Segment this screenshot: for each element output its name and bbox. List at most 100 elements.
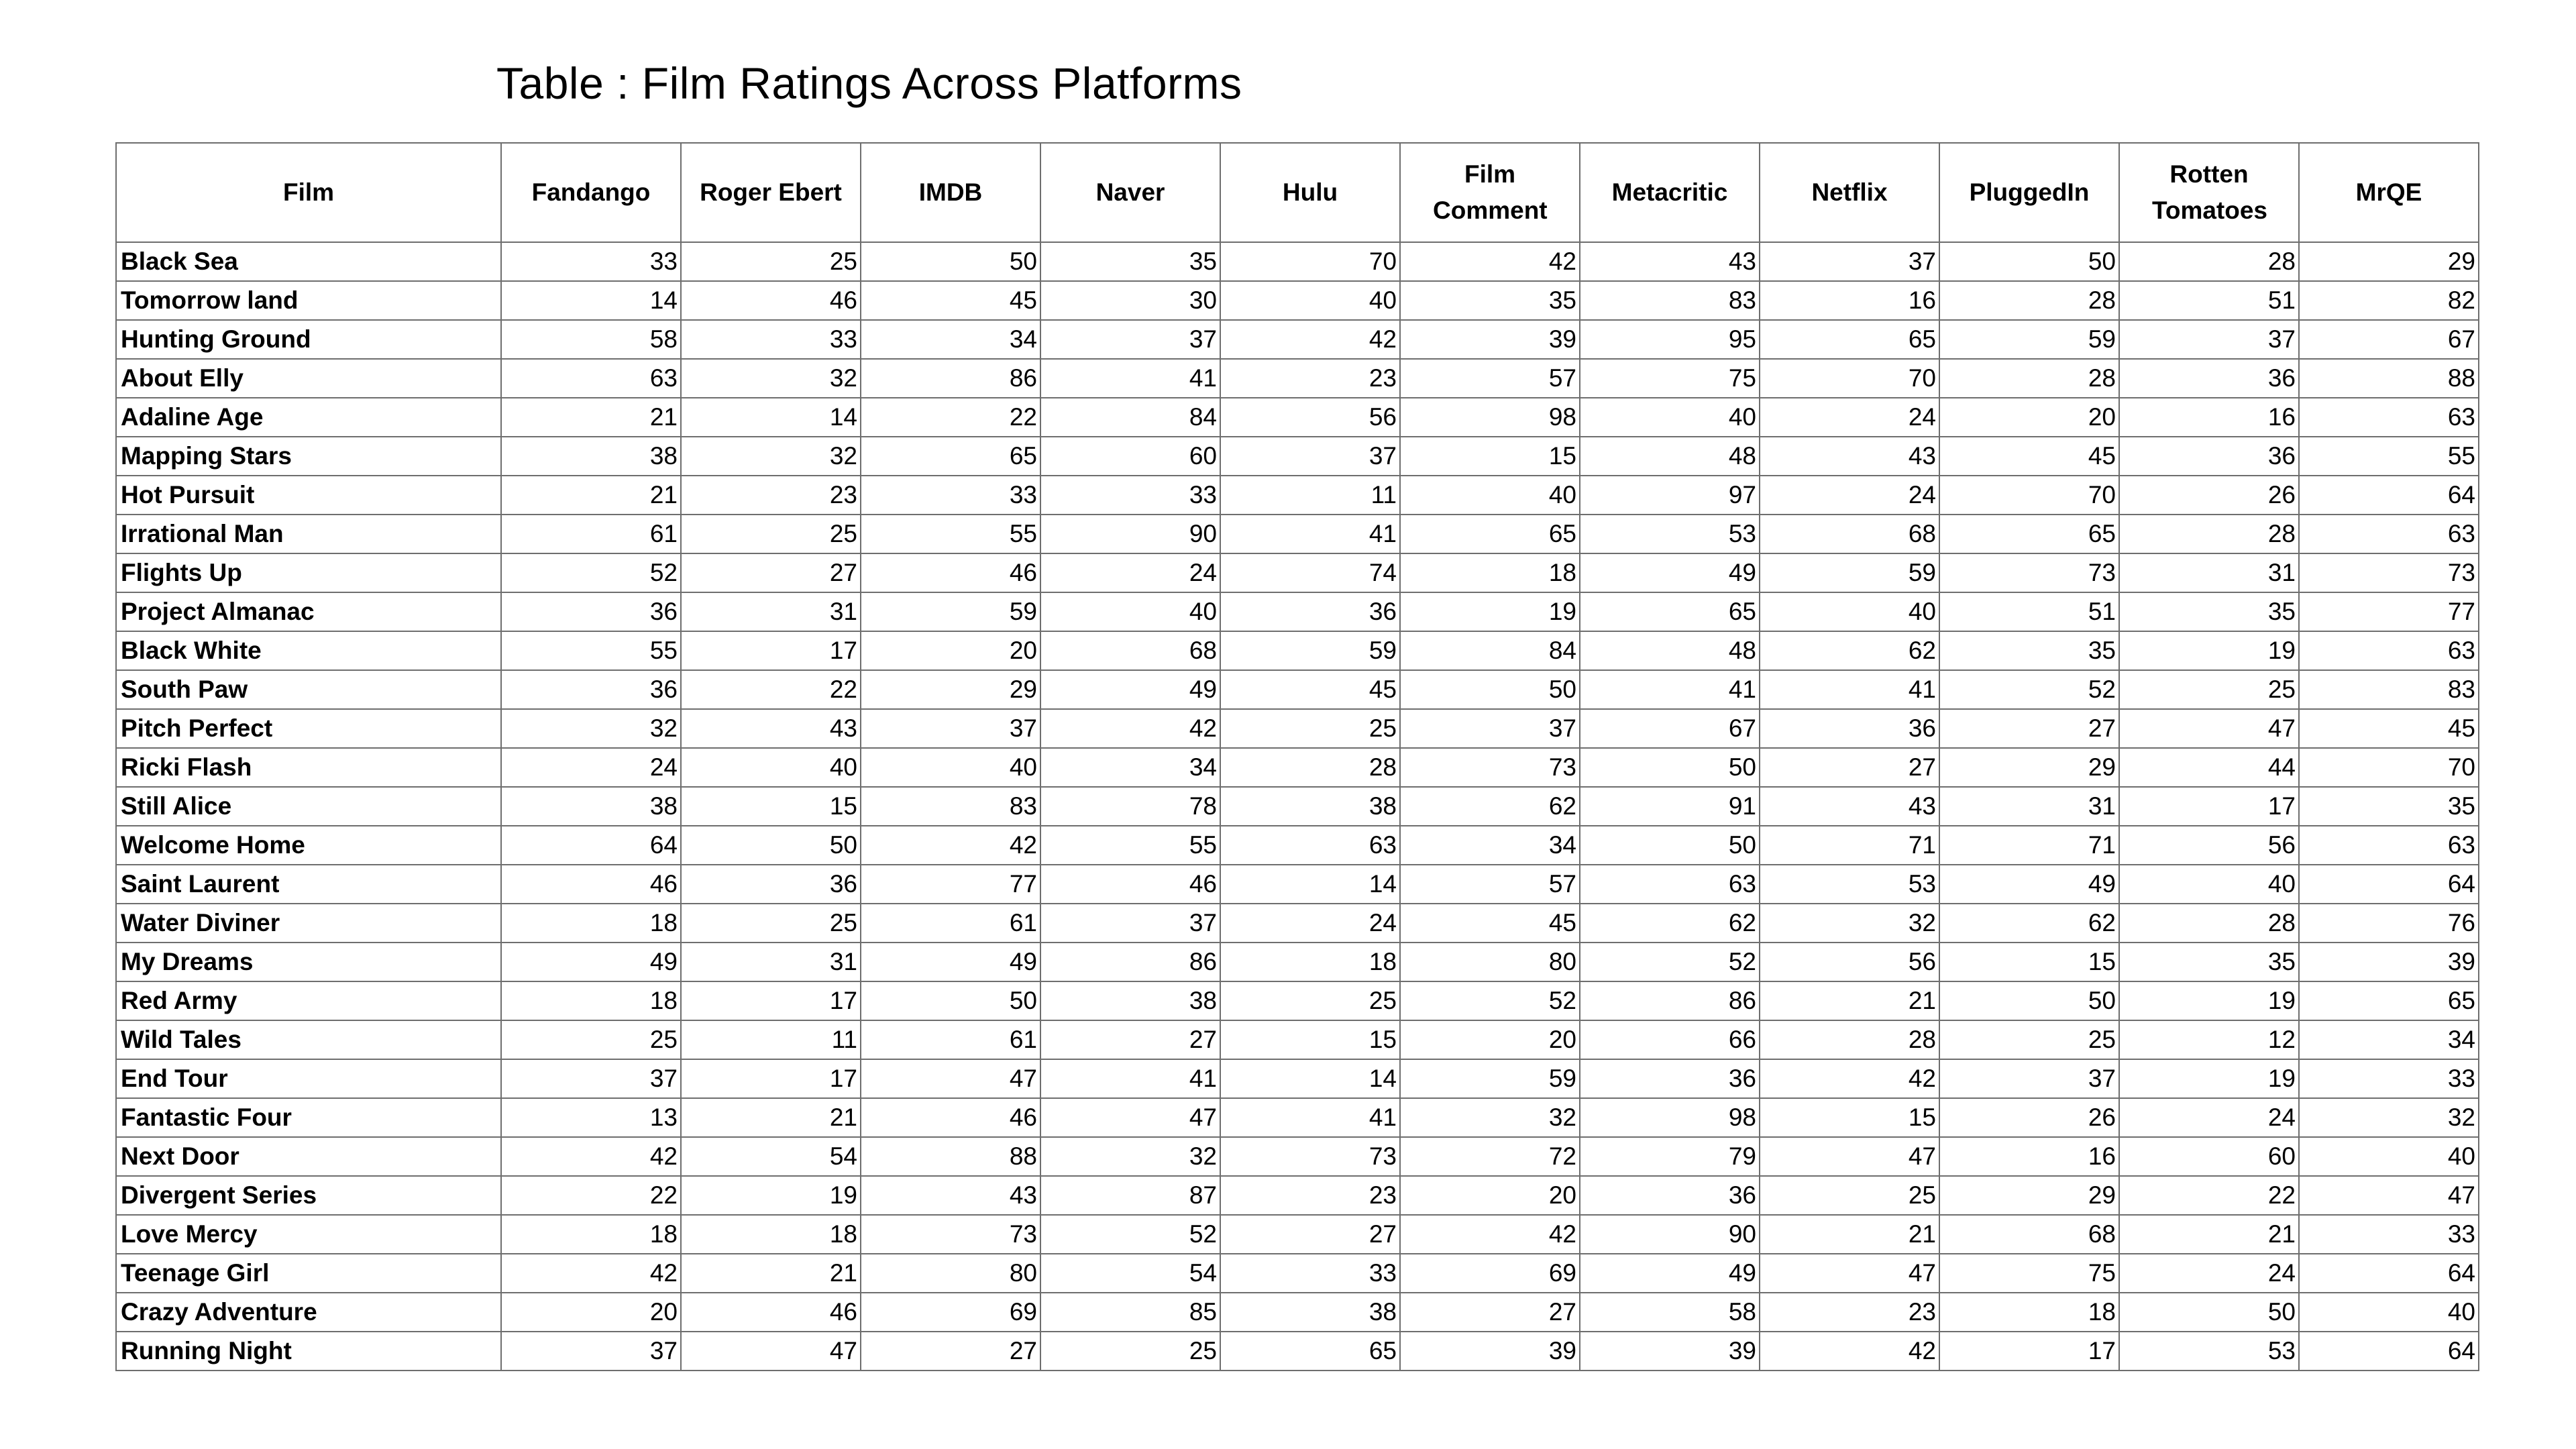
rating-cell: 68: [1040, 631, 1221, 671]
rating-cell: 36: [500, 592, 682, 632]
table-row: Welcome Home 64 50 42 55 63 34 50 71 71 56 63: [115, 825, 2479, 865]
rating-cell: 40: [1040, 592, 1221, 632]
table-row: Saint Laurent 46 36 77 46 14 57 63 53 49 40 64: [115, 864, 2479, 904]
column-header-label: Film: [282, 178, 335, 206]
rating-cell: 50: [1939, 981, 2120, 1021]
rating-cell: 54: [680, 1136, 861, 1177]
rating-cell: 45: [1939, 436, 2120, 476]
film-name-cell: Adaline Age: [115, 397, 502, 437]
rating-cell: 38: [1220, 786, 1401, 826]
rating-cell: 37: [1399, 708, 1580, 749]
table-row: Running Night 37 47 27 25 65 39 39 42 17 53 64: [115, 1331, 2479, 1371]
table-row: Pitch Perfect 32 43 37 42 25 37 67 36 27 47 45: [115, 708, 2479, 749]
rating-cell: 24: [1220, 903, 1401, 943]
film-name-cell: Fantastic Four: [115, 1097, 502, 1138]
rating-cell: 61: [500, 514, 682, 554]
rating-cell: 32: [1040, 1136, 1221, 1177]
rating-cell: 55: [1040, 825, 1221, 865]
rating-cell: 17: [680, 1059, 861, 1099]
rating-cell: 70: [1759, 358, 1940, 398]
rating-cell: 33: [2298, 1214, 2479, 1254]
rating-cell: 14: [1220, 1059, 1401, 1099]
rating-cell: 36: [1220, 592, 1401, 632]
rating-cell: 40: [1399, 475, 1580, 515]
rating-cell: 41: [1040, 358, 1221, 398]
film-name-cell: Flights Up: [115, 553, 502, 593]
table-row: Divergent Series 22 19 43 87 23 20 36 25 29 22 47: [115, 1175, 2479, 1216]
rating-cell: 37: [860, 708, 1041, 749]
rating-cell: 24: [1759, 397, 1940, 437]
rating-cell: 37: [1040, 903, 1221, 943]
rating-cell: 36: [2118, 358, 2300, 398]
rating-cell: 18: [1220, 942, 1401, 982]
rating-cell: 72: [1399, 1136, 1580, 1177]
rating-cell: 32: [2298, 1097, 2479, 1138]
rating-cell: 42: [860, 825, 1041, 865]
rating-cell: 14: [680, 397, 861, 437]
rating-cell: 29: [1939, 1175, 2120, 1216]
rating-cell: 23: [1220, 1175, 1401, 1216]
rating-cell: 25: [680, 514, 861, 554]
rating-cell: 37: [500, 1331, 682, 1371]
rating-cell: 26: [2118, 475, 2300, 515]
rating-cell: 17: [680, 981, 861, 1021]
rating-cell: 20: [860, 631, 1041, 671]
rating-cell: 84: [1399, 631, 1580, 671]
rating-cell: 80: [860, 1253, 1041, 1293]
rating-cell: 50: [1939, 241, 2120, 282]
rating-cell: 27: [1040, 1020, 1221, 1060]
rating-cell: 49: [860, 942, 1041, 982]
rating-cell: 36: [1759, 708, 1940, 749]
table-row: Tomorrow land 14 46 45 30 40 35 83 16 28 51 82: [115, 280, 2479, 321]
rating-cell: 88: [2298, 358, 2479, 398]
rating-cell: 46: [500, 864, 682, 904]
rating-cell: 27: [1399, 1292, 1580, 1332]
table-row: Still Alice 38 15 83 78 38 62 91 43 31 17 35: [115, 786, 2479, 826]
rating-cell: 39: [1399, 319, 1580, 360]
film-name-cell: Mapping Stars: [115, 436, 502, 476]
film-name-cell: Divergent Series: [115, 1175, 502, 1216]
rating-cell: 29: [1939, 747, 2120, 788]
rating-cell: 19: [2118, 981, 2300, 1021]
rating-cell: 88: [860, 1136, 1041, 1177]
rating-cell: 87: [1040, 1175, 1221, 1216]
table-row: Love Mercy 18 18 73 52 27 42 90 21 68 21 33: [115, 1214, 2479, 1254]
rating-cell: 62: [1759, 631, 1940, 671]
rating-cell: 40: [680, 747, 861, 788]
rating-cell: 98: [1399, 397, 1580, 437]
rating-cell: 27: [860, 1331, 1041, 1371]
rating-cell: 25: [500, 1020, 682, 1060]
rating-cell: 63: [2298, 514, 2479, 554]
rating-cell: 41: [1759, 669, 1940, 710]
rating-cell: 32: [1399, 1097, 1580, 1138]
rating-cell: 50: [860, 981, 1041, 1021]
rating-cell: 50: [680, 825, 861, 865]
column-header-label: PluggedIn: [1969, 178, 2090, 206]
rating-cell: 73: [1220, 1136, 1401, 1177]
rating-cell: 46: [860, 1097, 1041, 1138]
film-name-cell: Water Diviner: [115, 903, 502, 943]
rating-cell: 63: [2298, 631, 2479, 671]
rating-cell: 19: [2118, 1059, 2300, 1099]
table-row: Crazy Adventure 20 46 69 85 38 27 58 23 18 50 40: [115, 1292, 2479, 1332]
rating-cell: 27: [1220, 1214, 1401, 1254]
rating-cell: 16: [2118, 397, 2300, 437]
rating-cell: 45: [2298, 708, 2479, 749]
rating-cell: 48: [1579, 631, 1760, 671]
rating-cell: 35: [2298, 786, 2479, 826]
rating-cell: 75: [1939, 1253, 2120, 1293]
film-name-cell: Hunting Ground: [115, 319, 502, 360]
rating-cell: 36: [2118, 436, 2300, 476]
rating-cell: 83: [1579, 280, 1760, 321]
rating-cell: 45: [1220, 669, 1401, 710]
rating-cell: 15: [680, 786, 861, 826]
table-row: Black White 55 17 20 68 59 84 48 62 35 19 63: [115, 631, 2479, 671]
rating-cell: 46: [860, 553, 1041, 593]
rating-cell: 38: [1220, 1292, 1401, 1332]
rating-cell: 62: [1399, 786, 1580, 826]
rating-cell: 23: [680, 475, 861, 515]
column-header-label: Rotten Tomatoes: [2152, 160, 2268, 224]
rating-cell: 37: [1939, 1059, 2120, 1099]
rating-cell: 16: [1939, 1136, 2120, 1177]
rating-cell: 34: [1399, 825, 1580, 865]
